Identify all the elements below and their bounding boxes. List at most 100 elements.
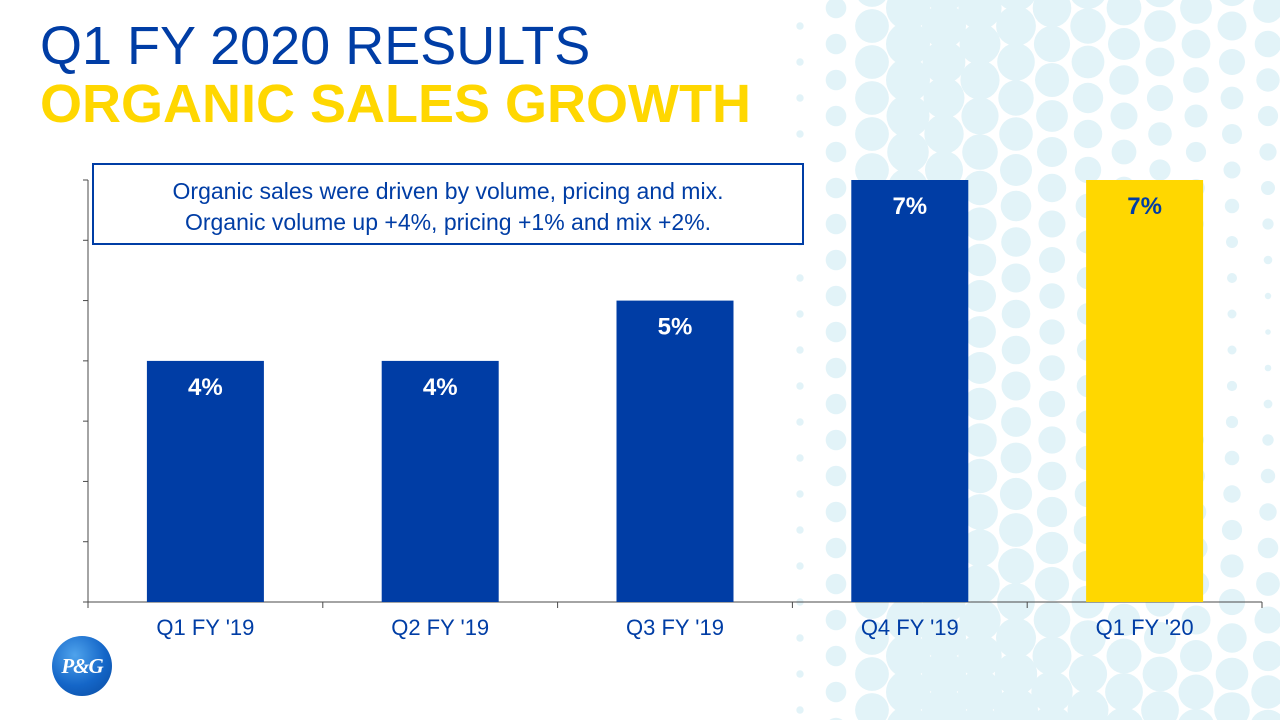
background-dot [1225,415,1239,429]
background-dot [1145,0,1175,8]
background-dot [1260,468,1276,484]
background-dot [825,0,847,19]
background-dot [796,310,804,318]
background-dot [1074,156,1102,184]
background-dot [1180,640,1212,672]
background-dot [960,564,1000,604]
background-dot [825,429,847,451]
slide-subtitle: ORGANIC SALES GROWTH [40,74,751,134]
background-dot [796,526,804,534]
background-dot [964,280,996,312]
background-dot [1181,605,1211,635]
background-dot [961,97,999,135]
background-dot [796,562,804,570]
background-dot [1038,390,1066,418]
background-dot [1106,0,1142,26]
background-dot [1038,426,1066,454]
background-dot [1039,283,1065,309]
background-dot [796,382,804,390]
background-dot [1000,442,1032,474]
background-dot [964,316,996,348]
background-dot [855,693,889,720]
background-dot [825,573,847,595]
background-dot [855,81,889,115]
background-dot [855,117,889,151]
background-dot [886,94,930,138]
background-dot [961,529,999,567]
background-dot [1036,496,1068,528]
background-dot [1035,531,1069,565]
background-dot [962,458,998,494]
background-dot [796,670,804,678]
background-dot [924,114,964,154]
background-dot [1149,159,1171,181]
background-dot [1181,29,1211,59]
background-dot [825,501,847,523]
background-dot [886,670,930,714]
background-dot [1220,554,1244,578]
background-dot [1031,671,1073,713]
summary-note-line-1: Organic sales were driven by volume, pri… [172,178,724,204]
background-dot [1110,102,1138,130]
background-dot [1039,247,1065,273]
background-dot [1109,65,1139,95]
x-tick-label-3: Q3 FY '19 [626,615,724,640]
background-dot [960,60,1000,100]
background-dot [1068,654,1108,694]
background-dot [1219,49,1245,75]
background-dot [1253,0,1280,23]
background-dot [1145,47,1175,77]
background-dot [1070,8,1106,44]
background-dot [1221,519,1243,541]
background-dot [922,688,966,720]
data-label-4: 7% [892,193,927,220]
data-label-1: 4% [188,374,223,401]
background-dot [963,387,997,421]
bar-3 [616,300,734,602]
background-dot [1144,622,1176,654]
background-dot [855,153,889,187]
background-dot [855,621,889,655]
background-dot [1226,236,1238,248]
background-dot [1223,485,1241,503]
background-dot [1264,364,1272,372]
background-dot [1000,154,1032,186]
background-dot [999,513,1033,547]
background-dot [1032,636,1072,676]
background-dot [1001,227,1031,257]
background-dot [1071,45,1105,79]
background-dot [1184,104,1208,128]
background-dot [1227,309,1237,319]
background-dot [1071,0,1105,9]
background-dot [923,77,965,119]
background-dot [796,346,804,354]
background-dot [1222,124,1242,144]
background-dot [1070,620,1106,656]
bar-1 [146,360,264,602]
background-dot [999,117,1033,151]
background-dot [1001,371,1031,401]
background-dot [959,599,1001,641]
background-dot [1033,601,1071,639]
background-dot [1178,708,1214,720]
background-dot [825,537,847,559]
background-dot [886,22,930,66]
background-dot [1227,273,1237,283]
background-dot [963,423,997,457]
background-dot [825,105,847,127]
background-dot [796,454,804,462]
background-dot [1039,319,1065,345]
background-dot [1259,143,1277,161]
background-dot [1219,0,1245,7]
background-dot [1105,673,1143,711]
background-dot [1105,707,1143,720]
background-dot [796,22,804,30]
background-dot [855,657,889,691]
summary-note-box: Organic sales were driven by volume, pri… [92,163,804,245]
background-dot [994,652,1038,696]
background-dot [1252,640,1280,672]
background-dot [994,688,1038,720]
background-dot [1256,68,1280,92]
background-dot [1037,461,1067,491]
